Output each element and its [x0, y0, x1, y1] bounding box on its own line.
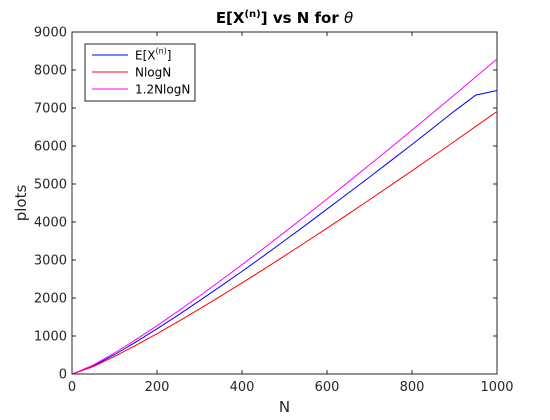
chart-title-text: E[X(n)] vs N for θ	[216, 9, 353, 27]
x-tick-label-5: 1000	[480, 380, 513, 395]
legend-label-1: NlogN	[135, 66, 171, 80]
y-tick-label-6: 6000	[34, 140, 67, 155]
series-lines	[72, 58, 498, 375]
y-tick-label-8: 8000	[34, 64, 67, 79]
x-tick-label-0: 0	[68, 380, 76, 395]
x-axis-ticks: 0 200 400 600 800 1000	[68, 32, 514, 395]
y-tick-label-3: 3000	[34, 254, 67, 269]
y-tick-label-0: 0	[59, 368, 67, 383]
y-axis-label: plots	[12, 185, 30, 222]
legend-label-2: 1.2NlogN	[135, 83, 190, 97]
series-line-0	[72, 90, 498, 375]
y-tick-label-1: 1000	[34, 330, 67, 345]
legend: E[X(n)] NlogN 1.2NlogN	[84, 43, 196, 102]
y-tick-label-7: 7000	[34, 102, 67, 117]
y-tick-label-5: 5000	[34, 178, 67, 193]
x-tick-label-3: 600	[315, 380, 340, 395]
y-tick-label-2: 2000	[34, 292, 67, 307]
chart-title: E[X(n)] vs N for θ	[216, 9, 353, 27]
x-tick-label-2: 400	[230, 380, 255, 395]
x-tick-label-4: 800	[400, 380, 425, 395]
y-axis-ticks: 0 1000 2000 3000 4000 5000 6000 7000 8000 9000	[34, 26, 497, 383]
series-line-1	[72, 111, 498, 375]
series-line-2	[72, 58, 498, 375]
x-tick-label-1: 200	[145, 380, 170, 395]
y-tick-label-4: 4000	[34, 216, 67, 231]
y-tick-label-9: 9000	[34, 26, 67, 41]
legend-label-0: E[X(n)]	[135, 47, 171, 63]
x-axis-label: N	[279, 398, 290, 416]
